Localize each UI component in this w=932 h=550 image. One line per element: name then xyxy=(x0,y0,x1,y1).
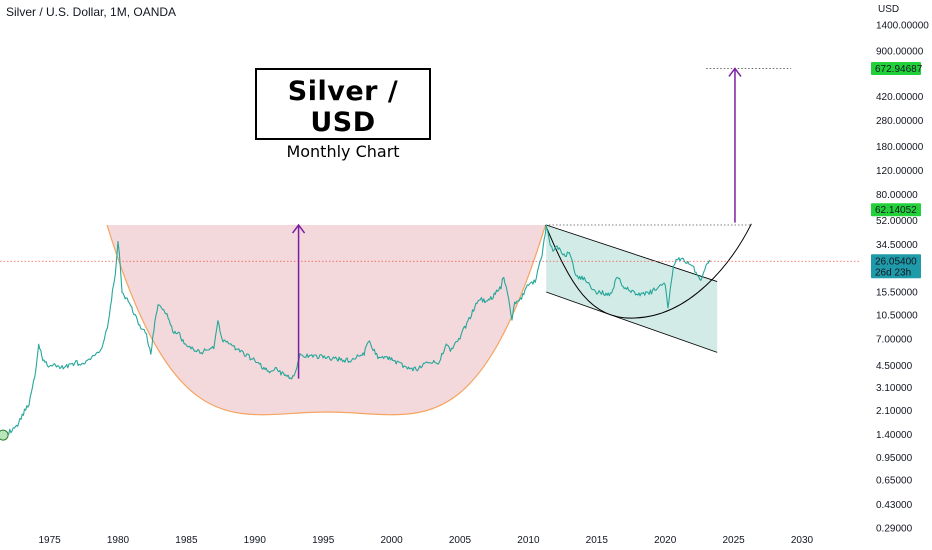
drawings-layer xyxy=(0,68,860,416)
y-tick-label: 1400.00000 xyxy=(876,21,929,32)
arrows-layer xyxy=(291,67,742,379)
chart-title-box: Silver / USD Monthly Chart xyxy=(255,68,431,161)
resistance-price-label-text: 62.14052 xyxy=(875,205,917,216)
x-tick-label: 1975 xyxy=(38,535,61,546)
resistance-price-label-bg xyxy=(871,203,921,217)
current-price-label-bg xyxy=(871,254,921,279)
price-series xyxy=(0,224,711,441)
current-price-label-countdown: 26d 23h xyxy=(875,267,911,278)
y-tick-label: 120.00000 xyxy=(876,166,924,177)
x-tick-label: 2025 xyxy=(722,535,745,546)
x-tick-label: 2000 xyxy=(380,535,403,546)
y-tick-label: 280.00000 xyxy=(876,116,924,127)
x-tick-label: 2005 xyxy=(449,535,472,546)
x-tick-label: 2030 xyxy=(791,535,814,546)
cup-outline xyxy=(106,224,547,416)
y-tick-label: 0.65000 xyxy=(876,476,913,487)
y-tick-label: 10.50000 xyxy=(876,311,918,322)
x-tick-label: 2020 xyxy=(654,535,677,546)
currency-label: USD xyxy=(878,4,900,15)
y-tick-label: 0.95000 xyxy=(876,453,913,464)
x-tick-label: 2010 xyxy=(517,535,540,546)
chart-title: Silver / USD xyxy=(287,76,399,138)
y-tick-label: 34.50000 xyxy=(876,240,918,251)
cup-fill xyxy=(107,225,546,415)
target-price-label-text: 672.94687 xyxy=(875,64,923,75)
price-line xyxy=(2,224,711,438)
x-tick-label: 1990 xyxy=(244,535,267,546)
channel-fill xyxy=(546,225,718,353)
x-tick-label: 1995 xyxy=(312,535,335,546)
y-tick-label: 7.00000 xyxy=(876,335,913,346)
x-tick-label: 1980 xyxy=(107,535,130,546)
y-tick-label: 80.00000 xyxy=(876,190,918,201)
x-tick-label: 1985 xyxy=(175,535,198,546)
y-tick-label: 52.00000 xyxy=(876,216,918,227)
axes-layer: 1400.00000 900.00000 420.00000 280.00000 180… xyxy=(38,21,929,547)
cup-depth-arrow-head xyxy=(291,223,306,234)
target-price-label-bg xyxy=(871,61,921,75)
symbol-title: Silver / U.S. Dollar, 1M, OANDA xyxy=(6,5,177,19)
y-tick-label: 420.00000 xyxy=(876,92,924,103)
y-tick-label: 4.50000 xyxy=(876,361,913,372)
y-tick-label: 3.10000 xyxy=(876,383,913,394)
y-tick-label: 900.00000 xyxy=(876,47,924,58)
handle-curve xyxy=(545,223,752,319)
y-tick-label: 15.50000 xyxy=(876,288,918,299)
y-tick-label: 1.40000 xyxy=(876,430,913,441)
start-marker-icon xyxy=(0,429,9,441)
current-price-label-text: 26.05400 xyxy=(875,256,917,267)
chart-subtitle: Monthly Chart xyxy=(286,142,400,161)
y-tick-label: 0.29000 xyxy=(876,524,913,535)
y-tick-label: 180.00000 xyxy=(876,142,924,153)
channel-top-line xyxy=(546,224,718,282)
y-tick-label: 0.43000 xyxy=(876,500,913,511)
x-tick-label: 2015 xyxy=(586,535,609,546)
channel-bottom-line xyxy=(546,291,718,353)
y-tick-label: 2.10000 xyxy=(876,406,913,417)
target-arrow-head xyxy=(728,67,742,77)
